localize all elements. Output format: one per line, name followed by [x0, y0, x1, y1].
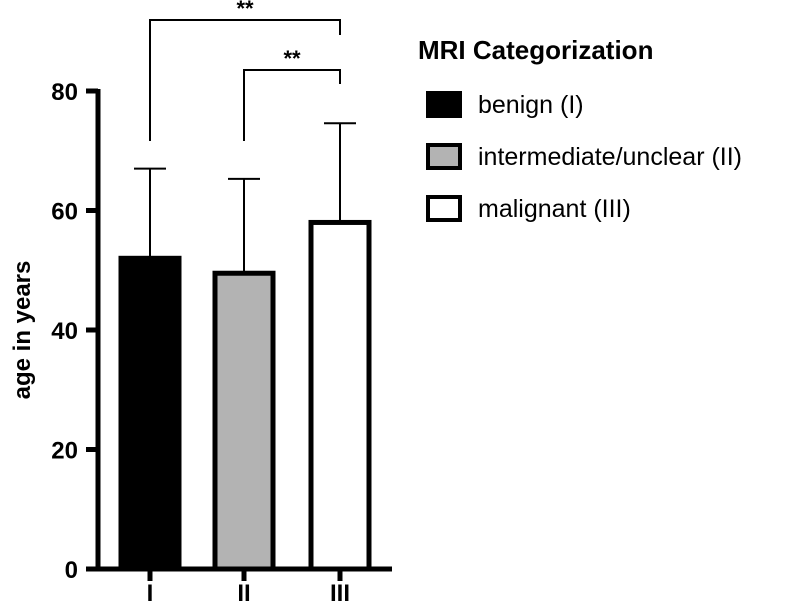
x-tick-label-III: III — [330, 580, 350, 603]
significance-bracket-I-III — [149, 19, 341, 141]
error-bars — [134, 122, 356, 274]
y-tick-label-0: 0 — [65, 557, 78, 584]
legend-title: MRI Categorization — [418, 35, 653, 65]
x-tick-label-I: I — [147, 580, 154, 603]
significance-label-II-III: ** — [283, 46, 301, 71]
significance-brackets: ** ** — [149, 0, 341, 141]
legend-swatch-II — [426, 143, 462, 170]
y-tick-label-80: 80 — [51, 79, 78, 106]
legend-swatch-I — [426, 91, 462, 118]
legend-label-II: intermediate/unclear (II) — [478, 143, 742, 171]
legend: MRI Categorization benign (I) intermediat… — [418, 35, 742, 223]
bar-II — [212, 270, 276, 572]
x-tick-label-II: II — [237, 580, 250, 603]
legend-swatch-III — [426, 195, 462, 222]
legend-label-III: malignant (III) — [478, 195, 631, 223]
y-axis-ticks: 0 20 40 60 80 — [51, 79, 98, 584]
y-tick-label-60: 60 — [51, 199, 78, 226]
x-axis-ticks: I II III — [147, 569, 350, 603]
y-axis-title: age in years — [9, 261, 36, 400]
legend-label-I: benign (I) — [478, 91, 584, 119]
significance-bracket-II-III — [243, 69, 341, 141]
y-tick-label-40: 40 — [51, 318, 78, 345]
bar-III — [308, 219, 372, 572]
y-tick-label-20: 20 — [51, 438, 78, 465]
bars — [118, 219, 372, 572]
significance-label-I-III: ** — [236, 0, 254, 21]
bar-I — [118, 255, 182, 572]
